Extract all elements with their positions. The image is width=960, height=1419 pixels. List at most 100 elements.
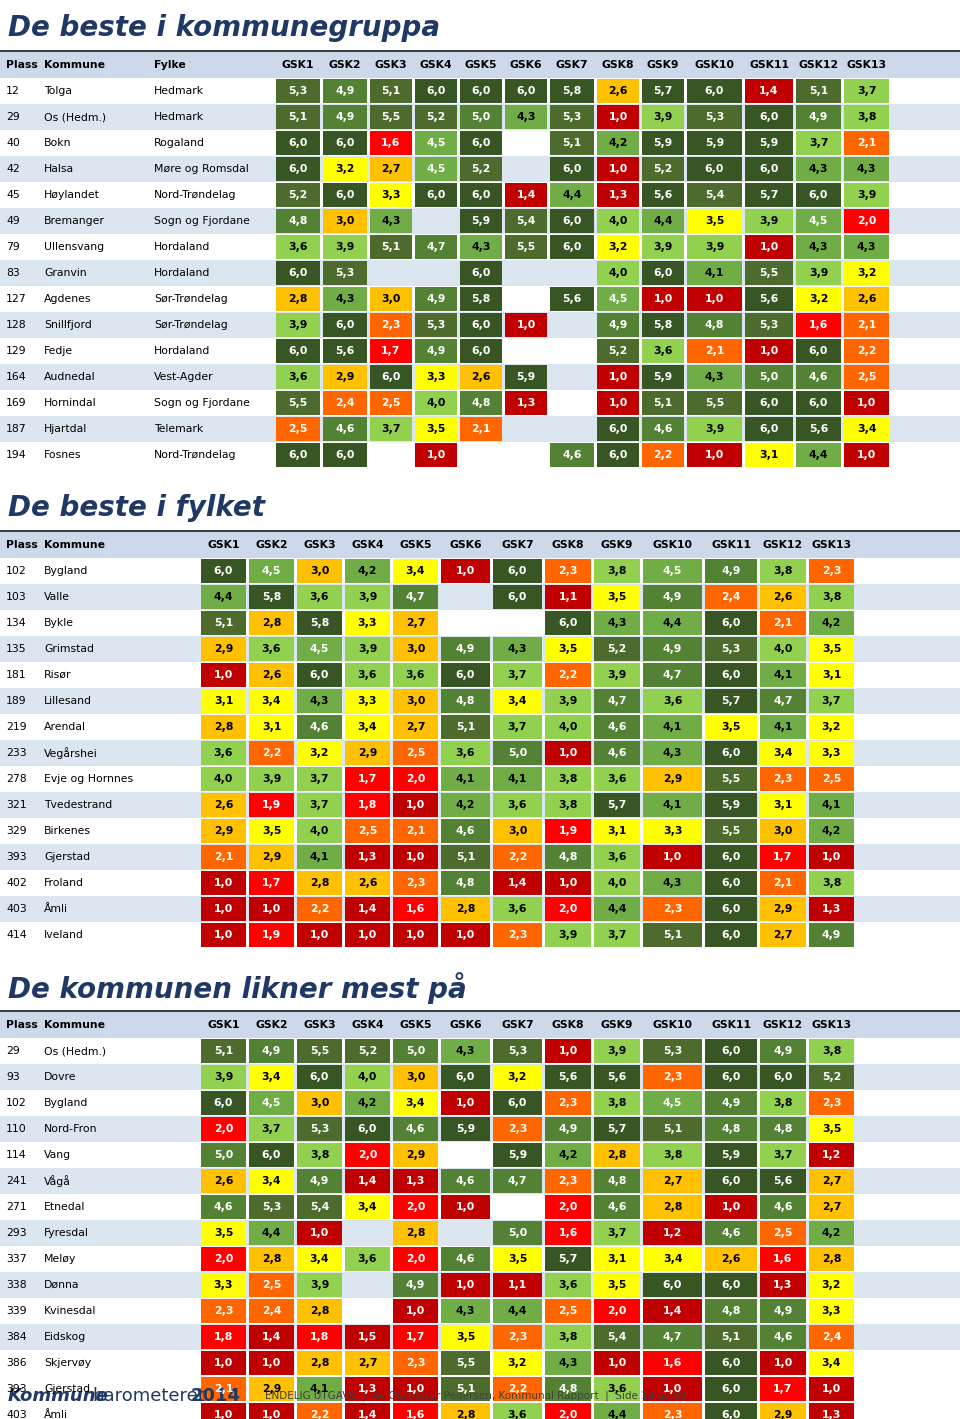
Text: 1,9: 1,9: [262, 800, 281, 810]
Text: 6,0: 6,0: [471, 190, 491, 200]
Text: 4,7: 4,7: [508, 1176, 527, 1186]
Text: 4,3: 4,3: [559, 1358, 578, 1368]
Bar: [642, 443, 684, 467]
Bar: [687, 105, 742, 129]
Text: GSK2: GSK2: [255, 541, 288, 551]
Bar: [493, 768, 542, 790]
Text: 6,0: 6,0: [335, 450, 354, 460]
Bar: [201, 1351, 246, 1375]
Bar: [642, 261, 684, 285]
Text: 6,0: 6,0: [471, 87, 491, 96]
Bar: [0, 182, 960, 209]
Text: 4,1: 4,1: [774, 722, 793, 732]
Text: Froland: Froland: [44, 878, 84, 888]
Text: 4,5: 4,5: [310, 644, 329, 654]
Text: 4,6: 4,6: [563, 450, 582, 460]
Text: 1,0: 1,0: [214, 929, 233, 939]
Text: 6,0: 6,0: [721, 1176, 741, 1186]
Text: 4,5: 4,5: [426, 165, 445, 175]
Text: 4,2: 4,2: [358, 1098, 377, 1108]
Text: 3,6: 3,6: [358, 670, 377, 680]
Text: 4,9: 4,9: [310, 1176, 329, 1186]
Bar: [760, 819, 806, 843]
Bar: [809, 1066, 854, 1088]
Bar: [201, 1298, 246, 1323]
Bar: [844, 417, 889, 441]
Text: 5,2: 5,2: [426, 112, 445, 122]
Text: 2,8: 2,8: [310, 878, 329, 888]
Text: 129: 129: [6, 346, 27, 356]
Text: 2,8: 2,8: [456, 1410, 475, 1419]
Text: 29: 29: [6, 112, 20, 122]
Text: 2,3: 2,3: [662, 1410, 683, 1419]
Text: 6,0: 6,0: [809, 397, 828, 409]
Bar: [0, 1142, 960, 1168]
Text: 2,2: 2,2: [262, 748, 281, 758]
Text: 1,0: 1,0: [262, 904, 281, 914]
Text: 4,6: 4,6: [808, 372, 828, 382]
Text: 4,7: 4,7: [608, 695, 627, 707]
Bar: [643, 741, 702, 765]
Bar: [0, 1371, 960, 1419]
Bar: [643, 819, 702, 843]
Text: GSK1: GSK1: [207, 1020, 240, 1030]
Text: Sør-Trøndelag: Sør-Trøndelag: [154, 294, 228, 304]
Text: 1,0: 1,0: [721, 1202, 740, 1212]
Text: 4,9: 4,9: [721, 1098, 741, 1108]
Bar: [393, 768, 438, 790]
Text: Hedmark: Hedmark: [154, 112, 204, 122]
Bar: [393, 1325, 438, 1349]
Text: 4,1: 4,1: [705, 268, 724, 278]
Text: 4,6: 4,6: [335, 424, 355, 434]
Text: 3,7: 3,7: [262, 1124, 281, 1134]
Text: 4,9: 4,9: [809, 112, 828, 122]
Bar: [687, 314, 742, 336]
Text: 3,3: 3,3: [214, 1280, 233, 1290]
Text: Risør: Risør: [44, 670, 71, 680]
Bar: [201, 1066, 246, 1088]
Text: Eidskog: Eidskog: [44, 1332, 86, 1342]
Text: Telemark: Telemark: [154, 424, 204, 434]
Text: Kommune: Kommune: [44, 1020, 105, 1030]
Text: 5,6: 5,6: [809, 424, 828, 434]
Bar: [297, 1376, 342, 1401]
Text: 4,6: 4,6: [653, 424, 673, 434]
Bar: [796, 209, 841, 233]
Text: 3,9: 3,9: [559, 929, 578, 939]
Bar: [0, 338, 960, 365]
Text: GSK3: GSK3: [303, 1020, 336, 1030]
Bar: [545, 1220, 591, 1244]
Text: 4,2: 4,2: [456, 800, 475, 810]
Bar: [760, 1091, 806, 1115]
Text: 5,2: 5,2: [609, 346, 628, 356]
Bar: [642, 287, 684, 311]
Bar: [323, 287, 367, 311]
Bar: [201, 690, 246, 712]
Bar: [201, 715, 246, 739]
Text: 1,0: 1,0: [822, 851, 841, 861]
Text: GSK13: GSK13: [847, 60, 887, 70]
Bar: [809, 1403, 854, 1419]
Bar: [687, 443, 742, 467]
Bar: [415, 417, 457, 441]
Bar: [809, 1325, 854, 1349]
Bar: [297, 871, 342, 895]
Bar: [201, 1325, 246, 1349]
Text: 384: 384: [6, 1332, 27, 1342]
Text: 3,6: 3,6: [608, 851, 627, 861]
Text: 4,2: 4,2: [822, 619, 841, 629]
Text: 6,0: 6,0: [721, 878, 741, 888]
Bar: [249, 793, 294, 817]
Text: GSK2: GSK2: [255, 1020, 288, 1030]
Text: Sogn og Fjordane: Sogn og Fjordane: [154, 216, 250, 226]
Text: 3,6: 3,6: [214, 748, 233, 758]
Bar: [745, 417, 793, 441]
Text: 1,1: 1,1: [508, 1280, 527, 1290]
Bar: [249, 1117, 294, 1141]
Bar: [594, 1117, 640, 1141]
Bar: [0, 156, 960, 182]
Bar: [687, 158, 742, 182]
Bar: [201, 1169, 246, 1193]
Bar: [0, 1012, 960, 1039]
Text: 5,0: 5,0: [406, 1046, 425, 1056]
